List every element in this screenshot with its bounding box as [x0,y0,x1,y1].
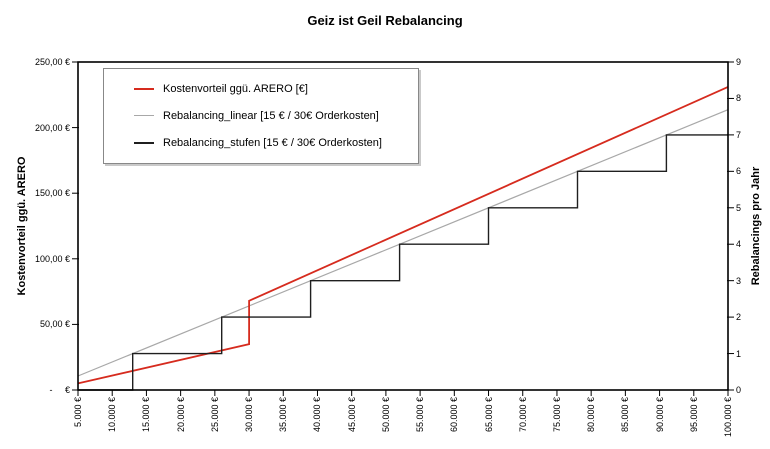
y-left-tick-label: 250,00 € [34,57,70,67]
x-tick-label: 15.000 € [141,397,152,433]
y-right-tick-label: 3 [736,275,742,286]
chart-title: Geiz ist Geil Rebalancing [307,13,463,28]
x-tick-label: 10.000 € [107,397,118,433]
x-tick-label: 85.000 € [620,397,631,433]
series-line-2 [78,134,728,391]
x-tick-label: 45.000 € [346,397,357,433]
x-tick-label: 40.000 € [312,397,323,433]
x-tick-label: 25.000 € [209,397,220,433]
x-tick-label: 50.000 € [380,397,391,433]
legend-label: Rebalancing_stufen [15 € / 30€ Orderkost… [163,137,382,150]
x-tick-label: 80.000 € [586,397,597,433]
legend-line-swatch-red [134,87,154,90]
series-line-1 [77,109,729,377]
legend-line-swatch-black [134,142,154,145]
legend-line-swatch-gray [134,115,154,117]
y-left-tick-label: 100,00 € [34,253,70,264]
x-tick-label: 60.000 € [449,397,460,433]
x-tick-label: 70.000 € [517,397,528,433]
y-left-tick-label: 150,00 € [34,188,70,199]
legend-label: Kostenvorteil ggü. ARERO [€] [163,82,308,95]
y-left-tick-label: - € [49,385,70,395]
y-right-tick-label: 0 [736,385,742,395]
y-right-tick-label: 6 [736,166,742,177]
y-right-axis-title: Rebalancings pro Jahr [750,166,762,286]
legend-item-rebalancing-stufen: Rebalancing_stufen [15 € / 30€ Orderkost… [134,137,414,149]
x-tick-label: 30.000 € [244,397,255,433]
legend-item-rebalancing-linear: Rebalancing_linear [15 € / 30€ Orderkost… [134,110,414,122]
y-left-tick-label: 200,00 € [34,122,70,133]
y-left-axis-title: Kostenvorteil ggü. ARERO [16,156,28,296]
y-right-tick-label: 5 [736,202,742,213]
legend-label: Rebalancing_linear [15 € / 30€ Orderkost… [163,109,379,122]
y-right-tick-label: 7 [736,129,742,140]
y-right-tick-label: 1 [736,348,742,359]
legend-item-kostenvorteil: Kostenvorteil ggü. ARERO [€] [134,83,414,95]
x-tick-label: 55.000 € [415,397,426,433]
series-line-0 [77,86,729,385]
x-tick-label: 75.000 € [551,397,562,433]
x-tick-label: 5.000 € [73,397,83,428]
y-right-tick-label: 8 [736,93,742,104]
plot-border [77,61,729,391]
x-tick-label: 90.000 € [654,397,665,433]
y-right-tick-label: 9 [736,57,742,67]
y-right-tick-label: 4 [736,239,742,250]
x-tick-label: 100.000 € [723,397,733,438]
legend: Kostenvorteil ggü. ARERO [€] Rebalancing… [103,68,419,164]
x-tick-label: 65.000 € [483,397,494,433]
x-tick-label: 95.000 € [688,397,699,433]
x-tick-label: 35.000 € [278,397,289,433]
y-left-tick-label: 50,00 € [39,319,70,330]
y-right-tick-label: 2 [736,312,742,323]
x-tick-label: 20.000 € [175,397,186,433]
